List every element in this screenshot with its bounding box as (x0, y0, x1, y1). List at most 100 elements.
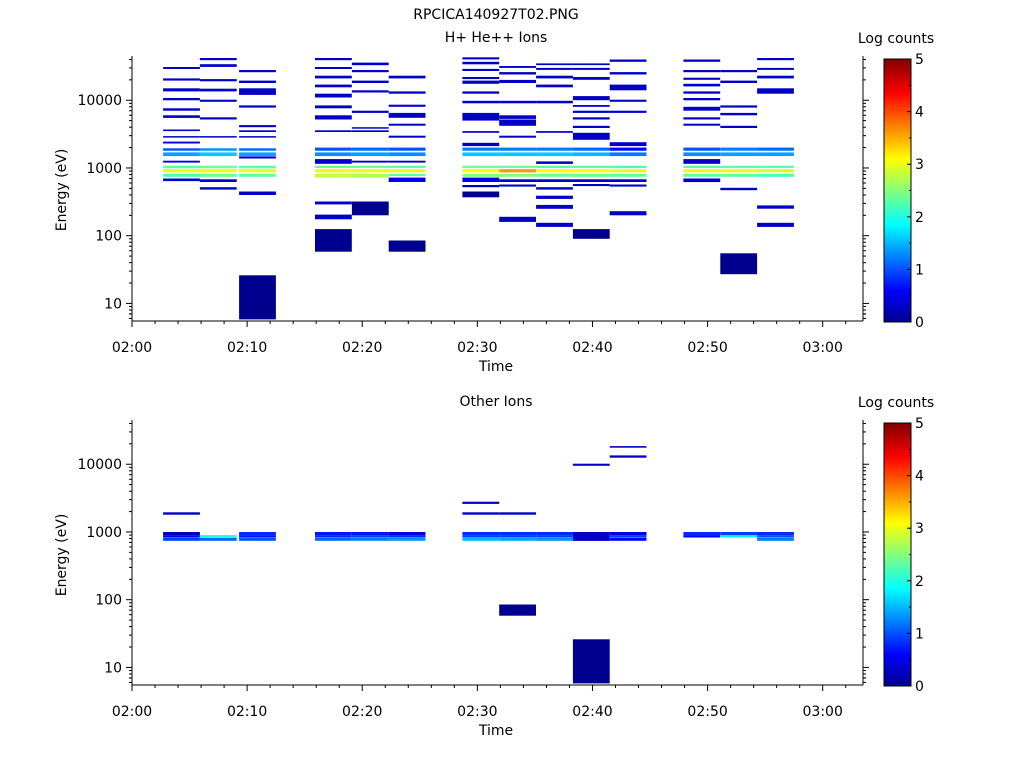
heatmap-cell (163, 115, 200, 118)
heatmap-cells (163, 446, 794, 684)
heatmap-cell (199, 58, 237, 61)
heatmap-cell (315, 75, 352, 79)
heatmap-cell (462, 532, 500, 536)
heatmap-cell (683, 147, 721, 151)
heatmap-cell (720, 105, 758, 108)
x-tick-label: 03:00 (803, 704, 843, 720)
heatmap-cell (536, 173, 573, 177)
x-tick-label: 02:50 (687, 340, 727, 356)
heatmap-cell (351, 62, 389, 66)
heatmap-cell (239, 535, 276, 538)
figure-title: RPCICA140927T02.PNG (413, 7, 578, 23)
heatmap-cell (199, 169, 237, 173)
heatmap-cell (388, 135, 426, 138)
heatmap-cell (536, 131, 573, 133)
heatmap-cell (609, 147, 647, 151)
heatmap-cell (462, 165, 500, 168)
heatmap-cell (720, 80, 758, 83)
heatmap-cell (499, 119, 536, 126)
x-axis-label: Time (478, 359, 513, 375)
heatmap-cell (199, 179, 237, 182)
heatmap-cell (609, 455, 647, 458)
panel-title: Other Ions (459, 394, 532, 410)
heatmap-cell (536, 179, 573, 182)
heatmap-cell (683, 152, 721, 157)
heatmap-cell (757, 75, 794, 79)
heatmap-cell (683, 535, 721, 538)
heatmap-cell (536, 532, 573, 536)
heatmap-cell (351, 535, 389, 538)
heatmap-cell (351, 127, 389, 129)
heatmap-cells (163, 57, 794, 320)
colorbar-tick-label: 5 (915, 52, 924, 68)
heatmap-cell (163, 67, 200, 69)
heatmap-cell (462, 185, 500, 188)
heatmap-cell (163, 98, 200, 101)
colorbar-tick-label: 2 (915, 574, 924, 590)
y-tick-label: 10000 (77, 93, 122, 109)
heatmap-cell (462, 91, 500, 94)
heatmap-cell (462, 112, 500, 121)
heatmap-cell (199, 148, 237, 151)
heatmap-cell (388, 91, 426, 94)
heatmap-cell (572, 132, 610, 140)
heatmap-cell (388, 104, 426, 107)
heatmap-cell (239, 191, 276, 195)
heatmap-cell (163, 141, 200, 144)
heatmap-cell (720, 253, 758, 275)
heatmap-cell (536, 152, 573, 157)
heatmap-cell (609, 173, 647, 177)
heatmap-cell (720, 112, 758, 116)
x-tick-label: 02:40 (572, 704, 612, 720)
heatmap-cell (720, 147, 758, 151)
heatmap-cell (572, 532, 610, 541)
heatmap-cell (499, 100, 536, 104)
y-tick-label: 1000 (86, 161, 122, 177)
colorbar: 0 1 2 3 4 5 (883, 416, 924, 695)
heatmap-cell (572, 125, 610, 128)
heatmap-cell (683, 59, 721, 62)
heatmap-cell (536, 161, 573, 164)
panel-h-he-ions: H+ He++ Ions Time Energy (eV) Log counts… (54, 30, 934, 375)
heatmap-cell (757, 173, 794, 177)
heatmap-cell (499, 512, 536, 515)
heatmap-cell (239, 88, 276, 95)
heatmap-cell (388, 123, 426, 126)
heatmap-cell (757, 152, 794, 157)
heatmap-cell (315, 105, 352, 109)
heatmap-cell (499, 604, 536, 616)
y-axis-label: Energy (eV) (54, 514, 70, 597)
colorbar-gradient (883, 422, 912, 687)
heatmap-cell (351, 173, 389, 178)
x-tick-label: 02:00 (112, 340, 152, 356)
heatmap-cell (239, 148, 276, 151)
heatmap-cell (683, 98, 721, 101)
heatmap-cell (462, 152, 500, 157)
heatmap-cell (683, 123, 721, 126)
heatmap-cell (199, 173, 237, 177)
heatmap-cell (462, 535, 500, 538)
colorbar-tick-label: 4 (915, 105, 924, 121)
heatmap-cell (351, 130, 389, 132)
heatmap-cell (499, 169, 536, 173)
y-axis-label: Energy (eV) (54, 149, 70, 232)
heatmap-cell (239, 275, 276, 320)
heatmap-cell (683, 173, 721, 177)
heatmap-cell (199, 136, 237, 138)
heatmap-cell (239, 136, 276, 138)
heatmap-cell (199, 537, 237, 541)
heatmap-cell (499, 152, 536, 157)
heatmap-cell (388, 165, 426, 168)
heatmap-cell (572, 117, 610, 120)
heatmap-cell (163, 165, 200, 169)
heatmap-cell (720, 125, 758, 128)
heatmap-cell (239, 169, 276, 173)
heatmap-cell (351, 80, 389, 83)
heatmap-cell (351, 152, 389, 157)
heatmap-cell (163, 152, 200, 157)
heatmap-cell (315, 173, 352, 178)
heatmap-cell (462, 501, 500, 504)
heatmap-cell (163, 537, 200, 541)
heatmap-cell (239, 125, 276, 128)
heatmap-cell (388, 240, 426, 252)
